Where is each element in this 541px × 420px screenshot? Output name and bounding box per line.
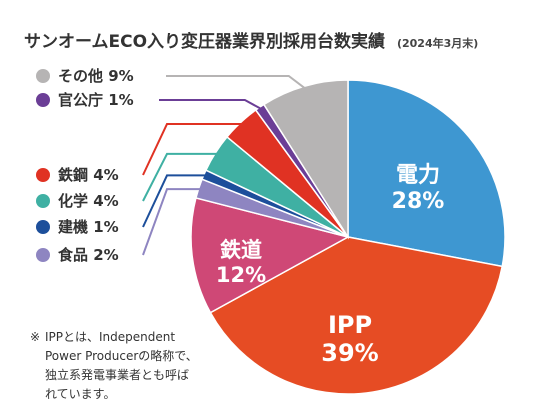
pie-slices (190, 79, 506, 395)
legend-dot (36, 220, 50, 234)
slice-label-name: 電力 (396, 163, 440, 188)
leader-line (159, 99, 262, 110)
legend-dot (36, 168, 50, 182)
chart-title: サンオームECO入り変圧器業界別採用台数実績 (2024年3月末) (24, 31, 478, 52)
legend-dot (36, 93, 50, 107)
legend-dot (36, 194, 50, 208)
legend-label: 鉄鋼 4% (58, 166, 119, 184)
legend-leader-lines (142, 75, 306, 256)
pie-slice-e99bbbe58a9b (347, 79, 506, 268)
legend-label: 化学 4% (58, 192, 119, 210)
footnote-line: Power Producerの略称で、 (45, 348, 198, 363)
footnote-line: れています。 (45, 387, 115, 401)
leader-line (166, 75, 306, 89)
legend-label: 建機 1% (58, 218, 119, 236)
legend: 食品 2% 建機 1% 化学 4% 鉄鋼 4% 官公庁 1% その他 9% (36, 67, 134, 264)
footnote: ※ IPPとは、Independent Power Producerの略称で、 … (30, 330, 198, 401)
leader-line (142, 188, 201, 256)
legend-dot (36, 69, 50, 83)
pie-slice-ipp (209, 236, 504, 395)
slice-label-value: 12% (216, 263, 266, 287)
footnote-line: 独立系発電事業者とも呼ば (45, 367, 189, 382)
footnote-line: IPPとは、Independent (45, 330, 175, 344)
pie-slice-e98984e98193 (190, 197, 351, 314)
slice-label-value: 28% (392, 189, 445, 214)
legend-dot (36, 248, 50, 262)
pie-slice-e3819de381aee4bb96 (262, 79, 349, 240)
leader-line (142, 174, 206, 228)
slice-label-value: 39% (321, 339, 378, 367)
legend-label: 食品 2% (58, 246, 119, 264)
leader-line (142, 152, 218, 202)
legend-label: 官公庁 1% (58, 91, 134, 109)
chart-subtitle: (2024年3月末) (397, 36, 478, 50)
footnote-mark: ※ (30, 330, 40, 344)
leader-line (142, 123, 242, 176)
legend-label: その他 9% (58, 67, 134, 85)
slice-label-name: 鉄道 (220, 238, 262, 262)
slice-label-name: IPP (328, 311, 372, 339)
